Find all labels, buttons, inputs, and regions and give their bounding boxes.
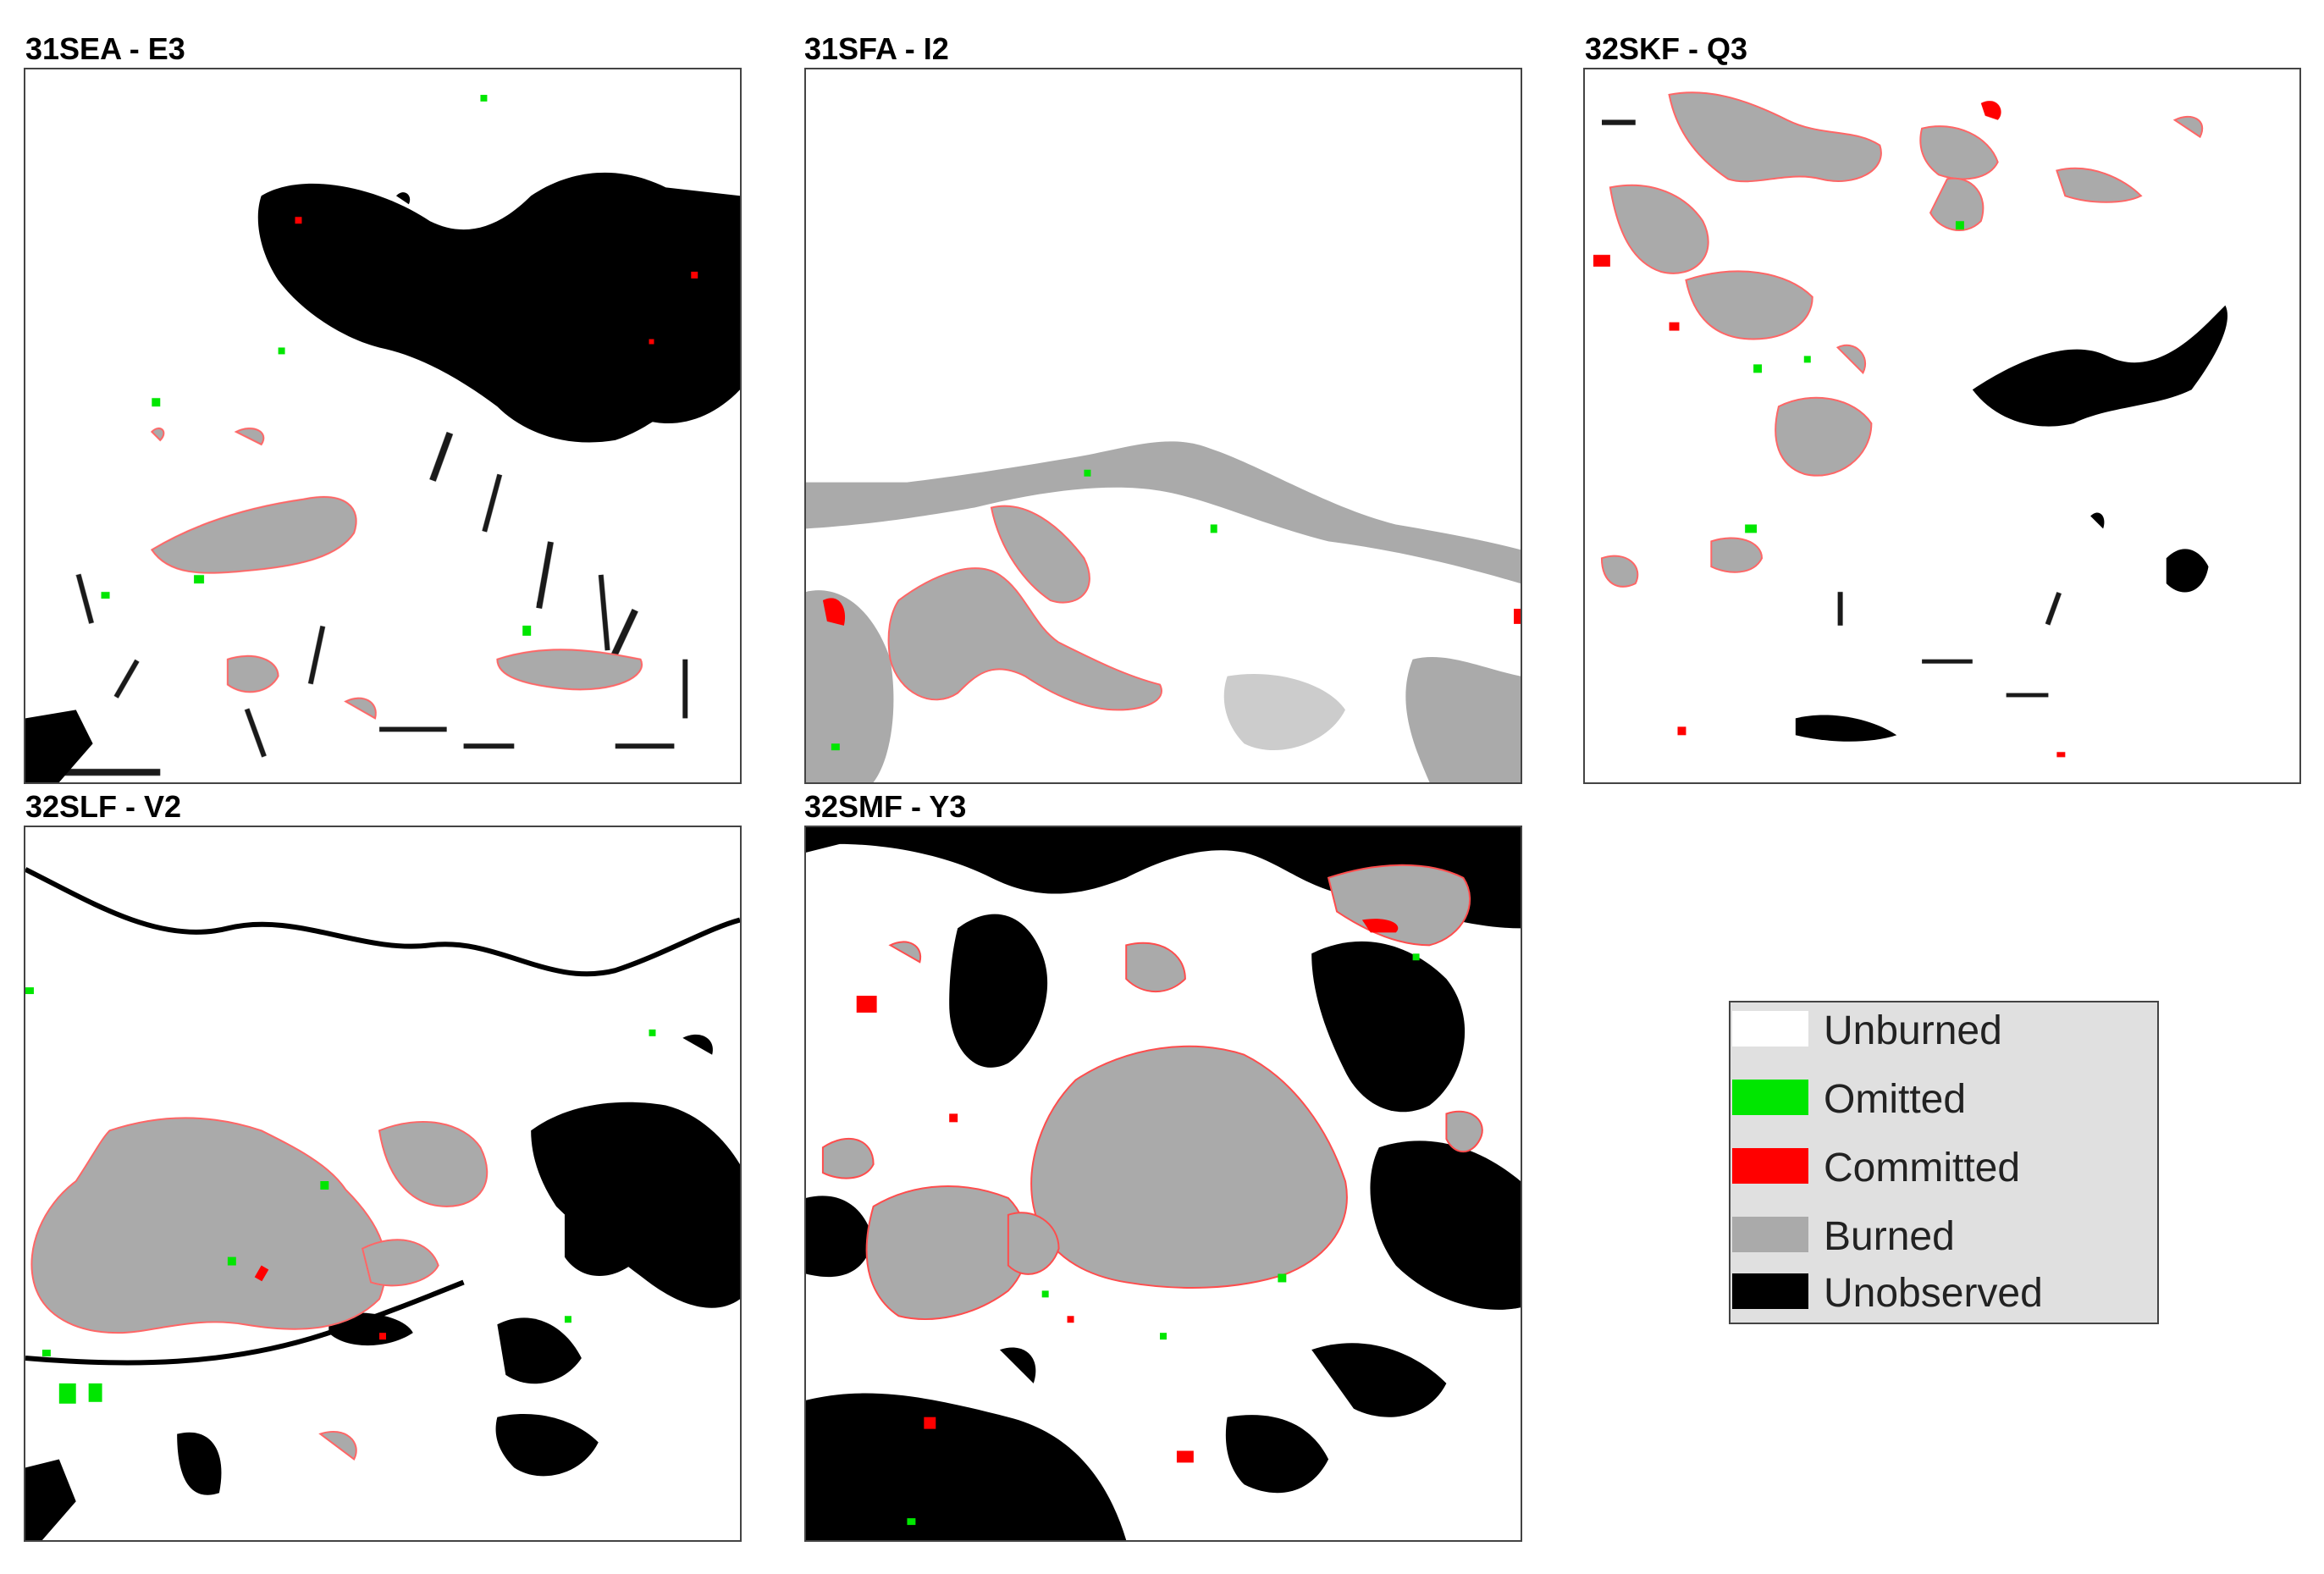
- map-legend: Unburned Omitted Committed Burned Unobse…: [1729, 1001, 2159, 1324]
- map-32smf: [806, 827, 1521, 1540]
- legend-swatch-unobserved: [1732, 1273, 1808, 1309]
- panel-title-32smf: 32SMF - Y3: [804, 789, 967, 824]
- panel-title-31sfa: 31SFA - I2: [804, 31, 949, 66]
- legend-item-committed: Committed: [1731, 1143, 2157, 1194]
- map-31sea: [25, 94, 740, 782]
- legend-label-unobserved: Unobserved: [1824, 1271, 2043, 1316]
- panel-title-31sea: 31SEA - E3: [25, 31, 185, 66]
- legend-label-committed: Committed: [1824, 1146, 2021, 1190]
- legend-label-unburned: Unburned: [1824, 1008, 2002, 1053]
- legend-swatch-unburned: [1732, 1011, 1808, 1047]
- legend-swatch-committed: [1732, 1148, 1808, 1184]
- map-32skf: [1593, 91, 2228, 758]
- legend-item-unobserved: Unobserved: [1731, 1268, 2157, 1319]
- legend-swatch-omitted: [1732, 1080, 1808, 1115]
- legend-item-burned: Burned: [1731, 1212, 2157, 1262]
- map-panel-32skf: [1583, 68, 2301, 784]
- legend-swatch-burned: [1732, 1217, 1808, 1252]
- map-panel-32smf: [804, 826, 1522, 1542]
- map-31sfa: [806, 441, 1521, 782]
- legend-item-omitted: Omitted: [1731, 1074, 2157, 1125]
- map-panel-31sea: [24, 68, 742, 784]
- legend-label-burned: Burned: [1824, 1214, 1955, 1259]
- map-32slf: [25, 867, 740, 1540]
- map-panel-31sfa: [804, 68, 1522, 784]
- legend-label-omitted: Omitted: [1824, 1077, 1967, 1122]
- legend-item-unburned: Unburned: [1731, 1006, 2157, 1057]
- map-panel-32slf: [24, 826, 742, 1542]
- panel-title-32slf: 32SLF - V2: [25, 789, 182, 824]
- panel-title-32skf: 32SKF - Q3: [1585, 31, 1748, 66]
